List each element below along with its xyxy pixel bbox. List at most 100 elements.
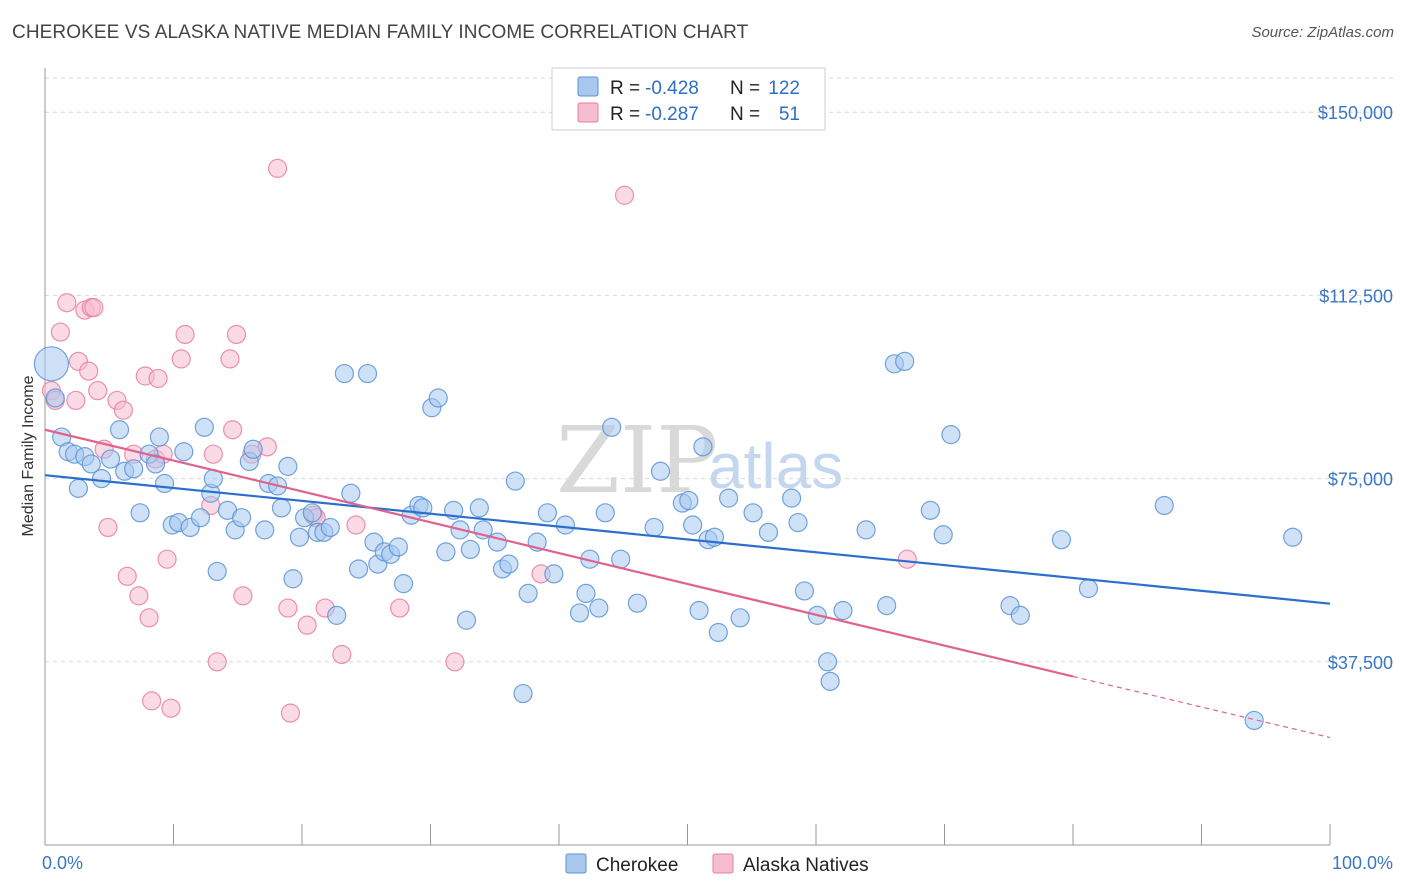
- cherokee-point-9: [100, 449, 121, 469]
- cherokee-point-63: [456, 610, 477, 630]
- axes: [44, 68, 1331, 846]
- legend-r-value-cherokee: -0.428: [645, 78, 699, 99]
- legend: R = -0.428 N = 122 R = -0.287 N = 51: [551, 67, 826, 131]
- cherokee-point-75: [544, 564, 564, 584]
- cherokee-point-105: [833, 600, 853, 621]
- cherokee-point-7: [81, 454, 101, 474]
- cherokee-point-117: [1154, 495, 1174, 516]
- cherokee-point-114: [1010, 605, 1030, 625]
- alaska-point-20: [142, 691, 162, 711]
- cherokee-point-0: [33, 346, 70, 382]
- cherokee-point-32: [255, 520, 275, 540]
- cherokee-point-16: [149, 427, 169, 447]
- cherokee-point-64: [460, 539, 480, 560]
- cherokee-point-110: [920, 500, 940, 520]
- cherokee-point-38: [289, 527, 310, 547]
- cherokee-point-37: [283, 569, 303, 589]
- y-axis-label: Median Family Income: [20, 375, 37, 536]
- cherokee-point-84: [627, 593, 647, 613]
- cherokee-points: [33, 346, 1303, 731]
- chart-title: CHEROKEE VS ALASKA NATIVE MEDIAN FAMILY …: [12, 22, 749, 43]
- alaska-point-30: [207, 652, 227, 672]
- cherokee-point-109: [895, 351, 915, 371]
- cherokee-point-47: [348, 559, 369, 579]
- alaska-point-33: [226, 324, 247, 345]
- cherokee-point-119: [1283, 527, 1303, 547]
- cherokee-point-103: [817, 652, 838, 672]
- cherokee-point-23: [194, 417, 214, 437]
- alaska-point-37: [267, 158, 288, 178]
- cherokee-point-96: [730, 608, 750, 628]
- alaska-point-22: [148, 368, 168, 389]
- alaska-point-3: [57, 293, 77, 313]
- alaska-point-19: [139, 608, 159, 628]
- alaska-trend-line: [44, 428, 1074, 678]
- grid-lines: [45, 77, 1395, 663]
- cherokee-point-15: [145, 454, 166, 474]
- cherokee-point-95: [719, 488, 739, 508]
- cherokee-point-53: [388, 537, 408, 557]
- cherokee-point-17: [154, 473, 175, 494]
- cherokee-point-48: [357, 363, 378, 384]
- alaska-point-4: [66, 390, 86, 411]
- alaska-point-24: [157, 549, 177, 569]
- alaska-point-7: [79, 361, 99, 381]
- alaska-points: [41, 158, 917, 723]
- cherokee-point-59: [428, 388, 448, 408]
- bottom-legend-swatch-cherokee: [565, 853, 587, 874]
- cherokee-point-98: [758, 522, 779, 542]
- alaska-point-32: [223, 420, 243, 440]
- cherokee-point-8: [91, 468, 112, 489]
- alaska-point-38: [278, 598, 298, 618]
- alaska-point-44: [332, 644, 352, 665]
- cherokee-point-69: [499, 554, 519, 574]
- cherokee-point-54: [393, 574, 414, 594]
- cherokee-point-85: [644, 517, 664, 538]
- cherokee-point-70: [505, 471, 525, 491]
- legend-n-label-cherokee: N =: [730, 78, 760, 99]
- alaska-point-17: [129, 586, 149, 606]
- cherokee-point-115: [1051, 530, 1072, 550]
- cherokee-point-36: [278, 456, 298, 476]
- cherokee-point-45: [334, 363, 355, 384]
- cherokee-point-40: [302, 503, 322, 523]
- cherokee-point-90: [689, 600, 709, 621]
- legend-n-value-alaska: 51: [779, 104, 800, 125]
- alaska-point-26: [171, 349, 191, 369]
- cherokee-point-101: [794, 581, 815, 601]
- cherokee-point-46: [341, 483, 361, 503]
- cherokee-point-13: [130, 503, 150, 523]
- alaska-point-14: [113, 400, 133, 420]
- cherokee-point-89: [683, 515, 703, 535]
- cherokee-point-74: [537, 503, 558, 523]
- cherokee-point-111: [933, 525, 953, 545]
- cherokee-point-99: [781, 488, 802, 508]
- legend-r-label-cherokee: R =: [610, 78, 640, 99]
- legend-swatch-alaska: [577, 102, 599, 123]
- cherokee-point-97: [743, 503, 763, 523]
- cherokee-point-94: [708, 622, 728, 643]
- cherokee-point-76: [555, 515, 576, 535]
- legend-r-value-alaska: -0.287: [645, 104, 699, 125]
- alaska-point-29: [203, 444, 223, 464]
- alaska-point-50: [897, 549, 917, 569]
- bottom-legend-alaska: Alaska Natives: [743, 855, 869, 876]
- cherokee-point-43: [320, 517, 340, 538]
- alaska-point-34: [233, 586, 253, 606]
- cherokee-point-22: [190, 508, 211, 528]
- alaska-trend-line-dashed: [1072, 675, 1331, 739]
- cherokee-point-88: [679, 490, 699, 511]
- cherokee-point-80: [589, 598, 609, 618]
- alaska-point-31: [220, 349, 240, 369]
- alaska-point-47: [445, 652, 465, 672]
- legend-r-label-alaska: R =: [610, 104, 640, 125]
- y-tick-label-0: $37,500: [1328, 653, 1393, 673]
- cherokee-point-31: [243, 439, 263, 459]
- bottom-legend: Cherokee Alaska Natives: [565, 853, 869, 876]
- cherokee-point-118: [1244, 710, 1264, 731]
- alaska-point-49: [614, 185, 635, 205]
- alaska-point-10: [88, 381, 108, 401]
- cherokee-point-112: [941, 425, 961, 445]
- cherokee-point-29: [232, 508, 252, 528]
- y-tick-label-3: $150,000: [1318, 103, 1393, 123]
